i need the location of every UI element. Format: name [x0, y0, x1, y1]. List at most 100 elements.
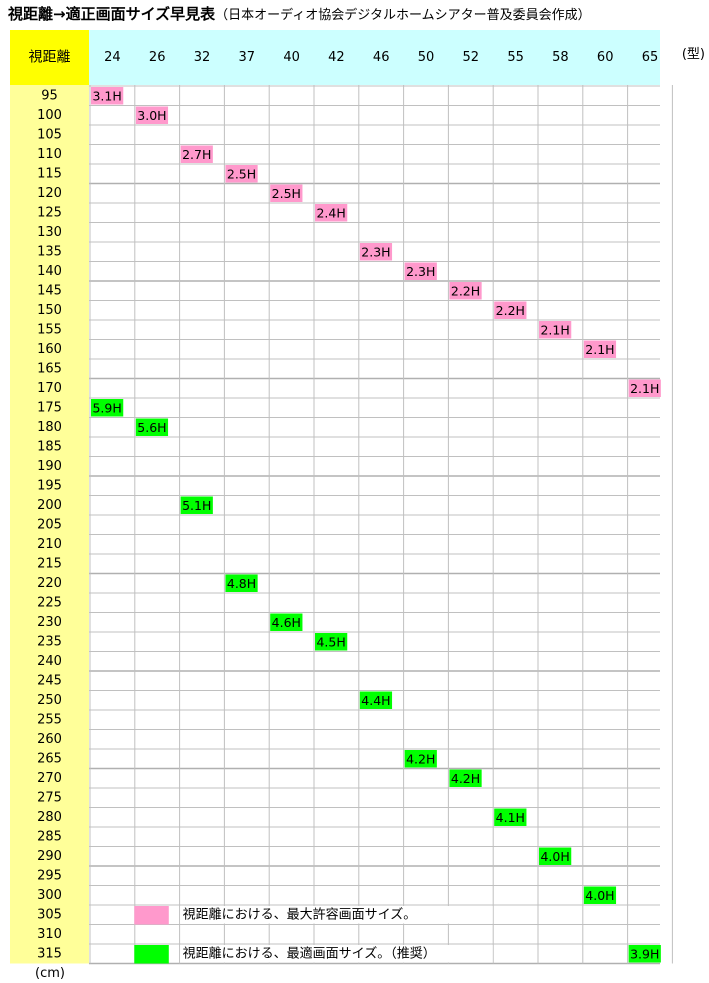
corner-cell	[10, 30, 89, 85]
max-size-cell-label: 2.1H	[630, 381, 659, 396]
row-unit: (cm)	[35, 966, 65, 981]
title-main: 視距離→適正画面サイズ早見表	[8, 5, 216, 23]
optimal-size-cell	[359, 691, 393, 709]
row-label: 205	[37, 517, 62, 532]
row-label: 310	[37, 927, 62, 942]
optimal-size-cell-label: 4.5H	[316, 634, 345, 649]
max-size-cell-label: 2.1H	[540, 322, 569, 337]
legend-label: 視距離における、最適画面サイズ。（推奨）	[183, 945, 436, 961]
row-label: 225	[37, 595, 62, 610]
row-label: 165	[37, 361, 62, 376]
max-size-cell	[449, 282, 482, 300]
max-size-cell-label: 2.3H	[406, 264, 435, 279]
column-label: 58	[552, 50, 569, 65]
optimal-size-cell-label: 4.0H	[585, 888, 614, 903]
column-label: 24	[104, 50, 121, 65]
optimal-size-cell	[135, 418, 169, 436]
row-label: 305	[37, 907, 62, 922]
row-label: 315	[37, 946, 62, 961]
legend-label: 視距離における、最大許容画面サイズ。	[183, 906, 417, 922]
row-label: 285	[37, 829, 62, 844]
optimal-size-cell-label: 4.0H	[540, 849, 569, 864]
row-label: 125	[37, 205, 62, 220]
row-label: 215	[37, 556, 62, 571]
row-label: 195	[37, 478, 62, 493]
row-label: 280	[37, 810, 62, 825]
max-size-cell	[583, 340, 617, 358]
row-label: 160	[37, 342, 62, 357]
optimal-size-cell-label: 4.4H	[361, 693, 390, 708]
row-label: 200	[37, 498, 62, 513]
row-label: 95	[41, 88, 58, 103]
optimal-size-cell	[628, 945, 661, 963]
column-unit: (型)	[682, 47, 705, 62]
optimal-size-cell	[270, 613, 303, 631]
row-label: 295	[37, 868, 62, 883]
optimal-size-cell	[494, 808, 527, 826]
row-label: 145	[37, 283, 62, 298]
row-header-bg	[10, 85, 89, 964]
column-label: 65	[642, 50, 659, 65]
optimal-size-cell-label: 3.9H	[630, 946, 659, 961]
max-size-cell	[270, 184, 303, 202]
row-label: 155	[37, 322, 62, 337]
column-label: 52	[463, 50, 480, 65]
row-label: 220	[37, 576, 62, 591]
row-label: 185	[37, 439, 62, 454]
max-size-cell-label: 3.0H	[137, 108, 166, 123]
row-label: 240	[37, 654, 62, 669]
max-size-cell-label: 2.1H	[585, 342, 614, 357]
max-size-cell	[91, 87, 124, 105]
column-label: 37	[239, 50, 256, 65]
max-size-cell	[494, 301, 527, 319]
max-size-cell-label: 3.1H	[92, 88, 121, 103]
optimal-size-cell	[404, 750, 437, 768]
row-label: 230	[37, 615, 62, 630]
row-label: 115	[37, 166, 62, 181]
column-label: 60	[597, 50, 614, 65]
row-label: 265	[37, 751, 62, 766]
max-size-cell	[404, 262, 437, 280]
row-label: 190	[37, 459, 62, 474]
column-label: 40	[283, 50, 300, 65]
column-label: 46	[373, 50, 390, 65]
row-label: 300	[37, 888, 62, 903]
row-label: 105	[37, 127, 62, 142]
column-label: 32	[194, 50, 211, 65]
column-label: 26	[149, 50, 166, 65]
optimal-size-cell	[225, 574, 258, 592]
optimal-size-cell-label: 5.9H	[92, 400, 121, 415]
row-label: 250	[37, 693, 62, 708]
row-label: 170	[37, 381, 62, 396]
max-size-cell	[359, 243, 393, 261]
row-label: 150	[37, 303, 62, 318]
row-label: 140	[37, 264, 62, 279]
max-size-cell	[539, 321, 572, 339]
row-label: 255	[37, 712, 62, 727]
optimal-size-cell-label: 4.1H	[496, 810, 525, 825]
max-size-cell	[135, 106, 169, 124]
max-size-cell-label: 2.7H	[182, 147, 211, 162]
max-size-cell	[180, 145, 213, 163]
max-size-cell-label: 2.5H	[272, 186, 301, 201]
optimal-size-cell-label: 5.1H	[182, 498, 211, 513]
corner-label: 視距離	[29, 49, 71, 66]
row-label: 180	[37, 420, 62, 435]
optimal-size-cell	[91, 399, 124, 417]
optimal-size-cell-label: 4.2H	[451, 771, 480, 786]
row-label: 175	[37, 400, 62, 415]
max-size-cell	[315, 204, 348, 222]
optimal-size-cell-label: 5.6H	[137, 420, 166, 435]
column-label: 50	[418, 50, 435, 65]
optimal-size-cell-label: 4.8H	[227, 576, 256, 591]
title-sub: （日本オーディオ協会デジタルホームシアター普及委員会作成）	[215, 8, 591, 23]
column-header-bg	[89, 30, 660, 85]
legend-text-bg	[180, 945, 493, 963]
row-label: 130	[37, 225, 62, 240]
row-label: 120	[37, 186, 62, 201]
row-label: 245	[37, 673, 62, 688]
column-label: 42	[328, 50, 345, 65]
legend-swatch	[134, 945, 169, 964]
optimal-size-cell	[180, 496, 213, 514]
